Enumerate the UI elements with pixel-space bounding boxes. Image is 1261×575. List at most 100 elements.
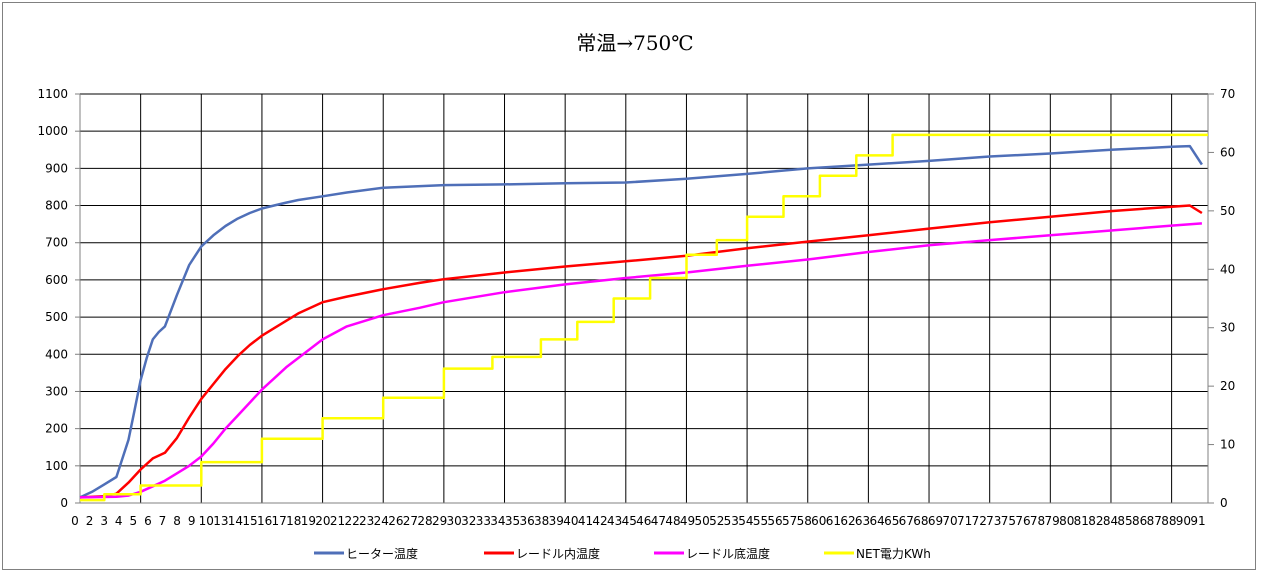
x-tick-label: 57 bbox=[782, 514, 797, 528]
x-tick-label: 9 bbox=[188, 514, 196, 528]
legend: ヒーター温度 レードル内温度 レードル底温度 NET電力KWh bbox=[314, 546, 931, 561]
x-tick-label: 14 bbox=[228, 514, 243, 528]
left-y-tick-label: 900 bbox=[45, 161, 68, 175]
x-tick-label: 90 bbox=[1176, 514, 1191, 528]
x-tick-label: 19 bbox=[301, 514, 316, 528]
legend-item: ヒーター温度 bbox=[314, 546, 418, 561]
axes bbox=[79, 94, 1209, 504]
series-line bbox=[80, 133, 1208, 502]
x-tick-label: 49 bbox=[680, 514, 695, 528]
x-tick-label: 41 bbox=[578, 514, 593, 528]
x-tick-label: 5 bbox=[130, 514, 138, 528]
x-tick-label: 15 bbox=[242, 514, 257, 528]
series-lines bbox=[79, 133, 1208, 502]
x-tick-label: 55 bbox=[753, 514, 768, 528]
right-y-tick-label: 10 bbox=[1220, 438, 1235, 452]
right-y-tick-label: 40 bbox=[1220, 262, 1235, 276]
left-y-tick-label: 700 bbox=[45, 236, 68, 250]
left-y-tick-label: 500 bbox=[45, 310, 68, 324]
x-tick-label: 28 bbox=[417, 514, 432, 528]
left-y-tick-label: 1100 bbox=[37, 87, 68, 101]
legend-label: レードル底温度 bbox=[686, 546, 770, 561]
x-tick-label: 52 bbox=[709, 514, 724, 528]
legend-item: NET電力KWh bbox=[824, 547, 931, 561]
x-tick-label: 48 bbox=[665, 514, 680, 528]
left-y-tick-label: 800 bbox=[45, 199, 68, 213]
x-tick-label: 34 bbox=[490, 514, 505, 528]
left-y-tick-label: 400 bbox=[45, 347, 68, 361]
x-tick-label: 78 bbox=[1030, 514, 1045, 528]
x-tick-label: 21 bbox=[330, 514, 345, 528]
x-tick-label: 47 bbox=[651, 514, 666, 528]
x-tick-label: 10 bbox=[199, 514, 214, 528]
x-tick-label: 32 bbox=[461, 514, 476, 528]
x-tick-label: 40 bbox=[563, 514, 578, 528]
x-tick-label: 61 bbox=[826, 514, 841, 528]
legend-label: NET電力KWh bbox=[856, 547, 931, 561]
x-tick-label: 87 bbox=[1147, 514, 1162, 528]
x-tick-label: 50 bbox=[694, 514, 709, 528]
x-tick-label: 4 bbox=[115, 514, 123, 528]
x-tick-label: 6 bbox=[144, 514, 152, 528]
x-tick-label: 64 bbox=[870, 514, 885, 528]
x-tick-label: 70 bbox=[942, 514, 957, 528]
left-y-axis-labels: 0 100 200 300 400 500 600 700 800 900 1000 1100 bbox=[37, 87, 80, 510]
left-y-tick-label: 0 bbox=[60, 496, 68, 510]
x-tick-label: 72 bbox=[972, 514, 987, 528]
legend-item: レードル底温度 bbox=[654, 546, 770, 561]
x-tick-label: 88 bbox=[1161, 514, 1176, 528]
series-line bbox=[79, 144, 1203, 499]
x-tick-label: 54 bbox=[738, 514, 753, 528]
x-tick-label: 18 bbox=[286, 514, 301, 528]
legend-item: レードル内温度 bbox=[484, 546, 600, 561]
x-tick-label: 82 bbox=[1088, 514, 1103, 528]
x-tick-label: 45 bbox=[622, 514, 637, 528]
right-y-tick-label: 30 bbox=[1220, 321, 1235, 335]
x-tick-label: 8 bbox=[173, 514, 181, 528]
x-tick-label: 68 bbox=[913, 514, 928, 528]
x-tick-label: 16 bbox=[257, 514, 272, 528]
x-tick-label: 79 bbox=[1045, 514, 1060, 528]
x-tick-label: 30 bbox=[447, 514, 462, 528]
series-line bbox=[79, 204, 1203, 499]
x-tick-label: 84 bbox=[1103, 514, 1118, 528]
right-y-tick-label: 20 bbox=[1220, 379, 1235, 393]
x-tick-label: 38 bbox=[534, 514, 549, 528]
left-y-tick-label: 200 bbox=[45, 422, 68, 436]
x-tick-label: 76 bbox=[1015, 514, 1030, 528]
x-tick-label: 22 bbox=[344, 514, 359, 528]
x-tick-label: 24 bbox=[374, 514, 389, 528]
x-tick-label: 75 bbox=[1001, 514, 1016, 528]
x-tick-label: 69 bbox=[928, 514, 943, 528]
x-tick-label: 7 bbox=[159, 514, 167, 528]
x-tick-label: 17 bbox=[272, 514, 287, 528]
legend-label: レードル内温度 bbox=[516, 546, 600, 561]
x-tick-label: 2 bbox=[86, 514, 94, 528]
left-y-tick-label: 1000 bbox=[37, 124, 68, 138]
x-tick-label: 29 bbox=[432, 514, 447, 528]
x-tick-label: 80 bbox=[1059, 514, 1074, 528]
x-tick-label: 56 bbox=[767, 514, 782, 528]
x-axis-labels: 0 2 3 4 5 6 7 8 9 10 13 14 15 16 17 18 19 20 21 22 23 24 26 27 2… bbox=[71, 514, 1205, 528]
right-y-tick-label: 50 bbox=[1220, 204, 1235, 218]
left-y-tick-label: 600 bbox=[45, 273, 68, 287]
x-tick-label: 91 bbox=[1190, 514, 1205, 528]
x-tick-label: 85 bbox=[1117, 514, 1132, 528]
x-tick-label: 0 bbox=[71, 514, 79, 528]
x-tick-label: 3 bbox=[100, 514, 108, 528]
right-y-tick-label: 60 bbox=[1220, 145, 1235, 159]
x-tick-label: 46 bbox=[636, 514, 651, 528]
x-tick-label: 33 bbox=[476, 514, 491, 528]
x-tick-label: 42 bbox=[592, 514, 607, 528]
series-line bbox=[79, 222, 1202, 499]
x-tick-label: 39 bbox=[549, 514, 564, 528]
x-tick-label: 81 bbox=[1074, 514, 1089, 528]
right-y-axis-labels: 0 10 20 30 40 50 60 70 bbox=[1208, 87, 1235, 510]
x-tick-label: 20 bbox=[315, 514, 330, 528]
x-tick-label: 26 bbox=[388, 514, 403, 528]
x-tick-label: 43 bbox=[607, 514, 622, 528]
x-tick-label: 13 bbox=[213, 514, 228, 528]
x-tick-label: 23 bbox=[359, 514, 374, 528]
